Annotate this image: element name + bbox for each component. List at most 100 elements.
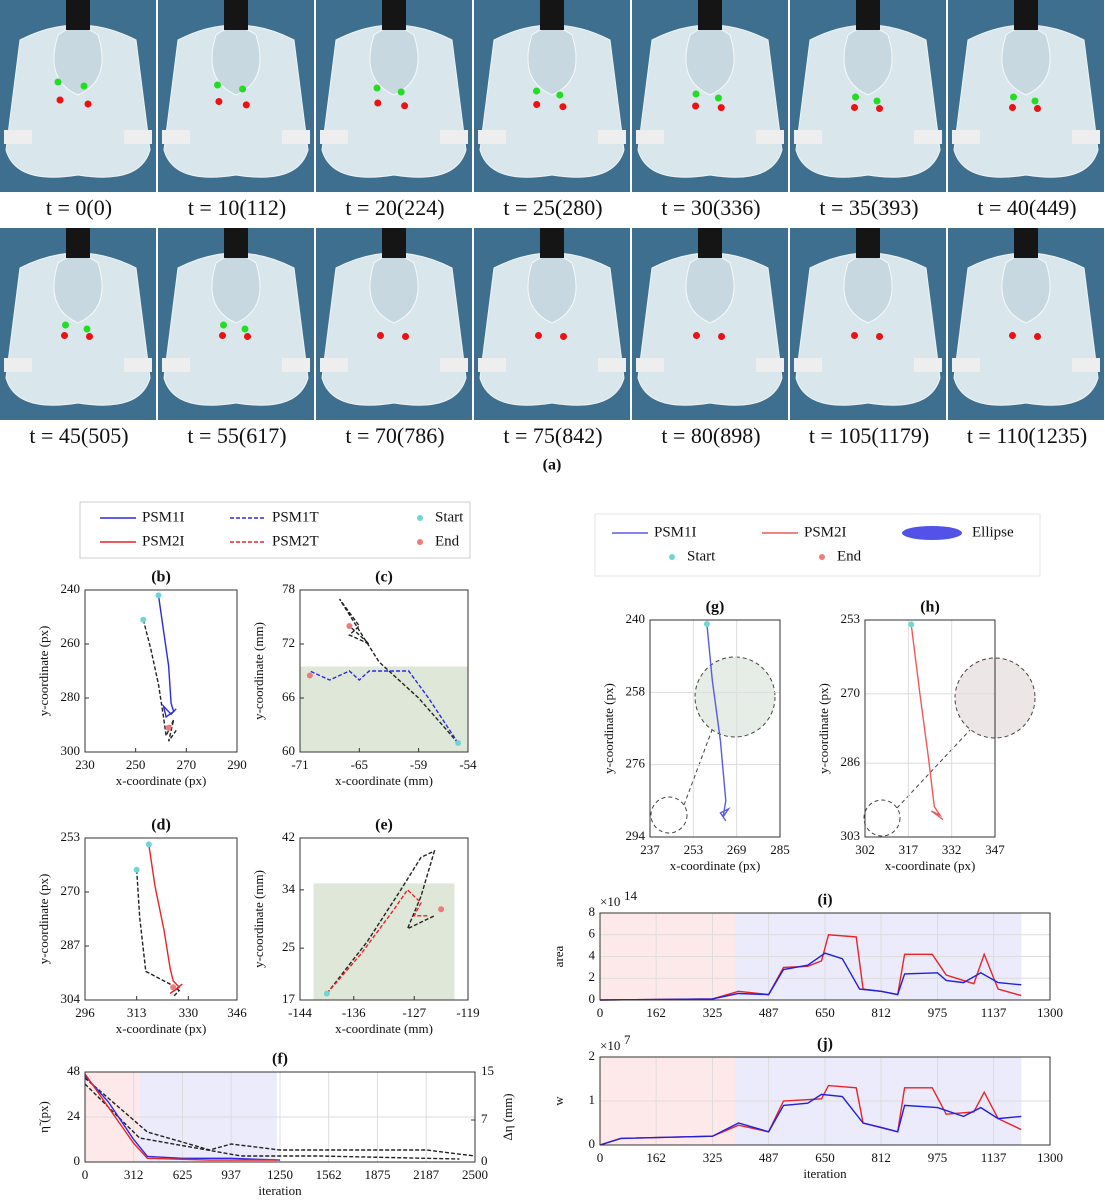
axis-multiplier: ×10 xyxy=(600,894,620,909)
legend-label: PSM2T xyxy=(272,533,319,549)
phase-region xyxy=(313,883,455,1000)
photo xyxy=(474,0,630,192)
photo-label: t = 45(505) xyxy=(29,423,128,448)
plot-frame xyxy=(84,837,238,1001)
instrument xyxy=(698,0,722,30)
instrument xyxy=(698,228,722,258)
y-tick-label: 270 xyxy=(841,685,861,700)
y-tick-label: 72 xyxy=(282,635,295,650)
feature-dot xyxy=(873,97,881,105)
trajectory xyxy=(142,619,177,742)
target-dot xyxy=(693,332,700,339)
target-dot xyxy=(1009,104,1016,111)
trajectory xyxy=(706,623,731,822)
y-tick-label: 260 xyxy=(61,635,81,650)
y-tick-label: 48 xyxy=(67,1063,80,1078)
x-tick-label: 302 xyxy=(855,842,875,857)
clamp xyxy=(440,358,468,372)
legend-symbol xyxy=(819,554,825,560)
trajectory xyxy=(84,1077,476,1157)
y-tick-label: 300 xyxy=(61,743,81,758)
x-tick-label: 332 xyxy=(942,842,962,857)
plot-frame xyxy=(84,1071,476,1163)
target-dot xyxy=(717,104,725,112)
clamp xyxy=(636,130,664,144)
legend-symbol xyxy=(902,526,962,540)
plot-frame xyxy=(649,619,781,838)
y-tick-label: 24 xyxy=(67,1108,81,1123)
x-tick-label: -144 xyxy=(288,1005,312,1020)
x-tick-label: 230 xyxy=(75,757,95,772)
zoom-line xyxy=(683,729,713,806)
instrument xyxy=(856,0,880,30)
x-tick-label: -127 xyxy=(402,1005,426,1020)
photo-label: t = 25(280) xyxy=(503,195,602,220)
plot-frame xyxy=(299,837,469,1001)
x-tick-label: 2187 xyxy=(413,1167,440,1182)
x-tick-label: 812 xyxy=(871,1150,891,1165)
x-tick-label: 296 xyxy=(75,1005,95,1020)
feature-dot xyxy=(1010,93,1017,101)
feature-dot xyxy=(214,81,221,89)
x-tick-label: 1137 xyxy=(981,1150,1007,1165)
instrument xyxy=(224,228,248,258)
instrument xyxy=(540,228,564,258)
panel-title: (d) xyxy=(151,817,171,834)
trajectory xyxy=(599,952,1022,1001)
x-tick-label: 312 xyxy=(124,1167,144,1182)
clamp xyxy=(320,358,348,372)
panel-title: (c) xyxy=(375,569,393,586)
y-tick-label: 6 xyxy=(589,926,596,941)
feature-dot xyxy=(714,94,722,102)
y-tick-label: 253 xyxy=(841,611,861,626)
axis-multiplier-exponent: 14 xyxy=(624,888,638,903)
y-tick-label: 286 xyxy=(841,754,861,769)
trajectory xyxy=(136,869,181,998)
y2-axis-label: Δη (mm) xyxy=(500,1093,515,1140)
caption: (a) xyxy=(543,457,562,474)
target-dot xyxy=(84,100,92,108)
x-tick-label: 1250 xyxy=(267,1167,293,1182)
y-axis-label: y-coordinate (px) xyxy=(36,626,51,717)
feature-dot xyxy=(83,325,91,333)
x-tick-label: 1300 xyxy=(1037,1005,1063,1020)
feature-dot xyxy=(373,84,381,92)
target-dot xyxy=(215,98,223,105)
feature-dot xyxy=(241,325,249,333)
x-axis-label: x-coordinate (px) xyxy=(885,858,976,873)
y-tick-label: 2 xyxy=(589,969,596,984)
clamp xyxy=(124,130,152,144)
y-tick-label: 1 xyxy=(589,1092,596,1107)
y-tick-label: 294 xyxy=(626,828,646,843)
y-tick-label: 240 xyxy=(626,611,646,626)
marker-point xyxy=(145,841,152,848)
x-tick-label: 317 xyxy=(899,842,919,857)
photo xyxy=(158,0,314,192)
photo xyxy=(0,0,156,192)
y-tick-label: 17 xyxy=(282,991,296,1006)
clamp xyxy=(282,130,310,144)
panel-title: (g) xyxy=(706,599,725,616)
x-tick-label: 0 xyxy=(597,1150,604,1165)
y-tick-label: 60 xyxy=(282,743,295,758)
legend-frame xyxy=(594,513,1041,577)
x-tick-label: 0 xyxy=(597,1005,604,1020)
x-tick-label: 285 xyxy=(770,842,790,857)
plot-frame xyxy=(299,589,469,753)
target-dot xyxy=(374,99,382,107)
trajectory xyxy=(599,1084,1022,1146)
x-tick-label: 487 xyxy=(759,1005,779,1020)
target-dot xyxy=(559,103,567,111)
legend-label: PSM2I xyxy=(142,533,185,549)
axis-multiplier-exponent: 7 xyxy=(624,1032,631,1047)
clamp xyxy=(320,130,348,144)
legend-label: End xyxy=(435,533,460,549)
photo-label: t = 20(224) xyxy=(345,195,444,220)
x-tick-label: 1875 xyxy=(365,1167,391,1182)
x-tick-label: 162 xyxy=(646,1005,666,1020)
marker-point xyxy=(133,866,140,873)
y-axis-label: y-coordinate (px) xyxy=(601,683,616,774)
legend-symbol xyxy=(669,554,675,560)
feature-dot xyxy=(80,82,88,90)
y-tick-label: 0 xyxy=(74,1153,81,1168)
